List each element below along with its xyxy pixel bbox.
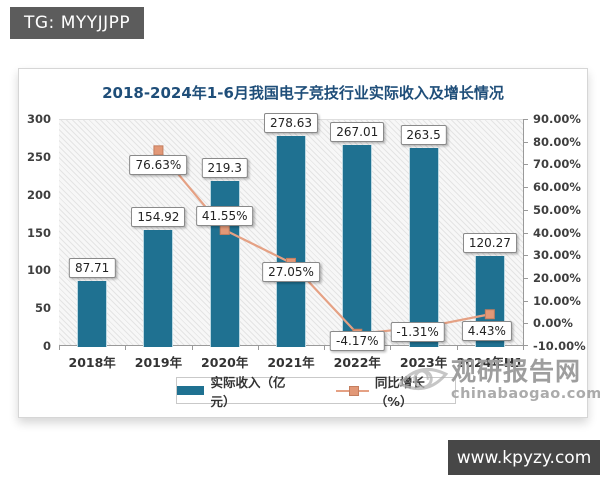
- tg-badge: TG: MYYJJPP: [10, 7, 145, 39]
- legend-growth-label: 同比增长（%）: [374, 374, 425, 409]
- right-axis-tick: 80.00%: [533, 134, 581, 149]
- growth-value-label: -1.31%: [390, 322, 445, 343]
- bar-value-label: 120.27: [462, 232, 517, 253]
- right-axis-tick: 50.00%: [533, 202, 581, 217]
- chart-panel: 2018-2024年1-6月我国电子竞技行业实际收入及增长情况 300 250 20…: [18, 68, 600, 418]
- x-axis-tickmark: [191, 346, 193, 350]
- x-axis-labels: 2018年 2019年 2020年 2021年 2022年 2023年 2024年H1: [59, 352, 523, 370]
- right-axis-tickmark: [524, 300, 528, 302]
- watermark-site-domain: chinabaogao.com: [451, 386, 600, 402]
- growth-line: [153, 145, 495, 339]
- right-axis-tick: -10.00%: [533, 339, 586, 353]
- growth-value-label: 41.55%: [195, 205, 254, 226]
- chart-title: 2018-2024年1-6月我国电子竞技行业实际收入及增长情况: [102, 84, 504, 102]
- bar-value-label: 219.3: [201, 158, 248, 179]
- x-axis-category-label: 2022年: [333, 355, 381, 370]
- right-axis-tick: 10.00%: [533, 293, 581, 308]
- bar-swatch-icon: [177, 386, 205, 395]
- right-axis-tick: 70.00%: [533, 157, 581, 172]
- left-axis-tick: 100: [26, 263, 51, 278]
- right-axis-tickmark: [524, 164, 528, 166]
- left-axis-tick: 50: [34, 301, 51, 316]
- x-axis-category-label: 2023年: [399, 355, 448, 370]
- line-swatch-icon: [335, 385, 369, 396]
- growth-value-label: 4.43%: [461, 321, 512, 342]
- legend-revenue-label: 实际收入（亿元）: [210, 374, 286, 409]
- line-swatch-marker: [348, 385, 359, 396]
- left-axis-tick: 150: [26, 225, 51, 240]
- right-axis-tickmark: [524, 187, 528, 189]
- right-axis-tickmark: [524, 232, 528, 234]
- right-axis-tick: 30.00%: [533, 248, 581, 263]
- bar-value-label: 87.71: [68, 257, 116, 278]
- left-axis-tick: 0: [42, 339, 51, 353]
- x-axis-category-label: 2018年: [68, 355, 116, 370]
- growth-value-label: 76.63%: [129, 155, 188, 176]
- x-axis-category-label: 2020年: [201, 355, 249, 370]
- bar-value-label: 267.01: [330, 121, 385, 142]
- right-axis-tickmark: [524, 345, 528, 346]
- right-axis-tick: 90.00%: [533, 112, 581, 126]
- right-axis-tick: 40.00%: [533, 225, 581, 240]
- x-axis-tickmark: [59, 346, 60, 350]
- bar-2022年: [342, 144, 373, 347]
- left-axis-tick: 200: [26, 187, 51, 202]
- right-axis-tickmark: [524, 255, 528, 257]
- growth-line-marker: [153, 145, 164, 156]
- x-axis-tickmark: [324, 346, 326, 350]
- x-axis-category-label: 2021年: [267, 355, 315, 370]
- growth-line-marker: [484, 309, 495, 320]
- right-axis-tick: 0.00%: [533, 316, 573, 331]
- left-axis-tick: 250: [26, 149, 51, 164]
- right-axis-tickmark: [524, 141, 528, 143]
- right-axis-tickmark: [524, 119, 528, 120]
- x-axis-category-label: 2024年H1: [456, 355, 524, 370]
- legend-item-growth: 同比增长（%）: [335, 372, 455, 410]
- bar-2019年: [143, 229, 174, 347]
- left-axis: 300 250 200 150 100 50 0: [19, 112, 53, 353]
- x-axis-category-label: 2019年: [134, 355, 183, 370]
- growth-value-label: 27.05%: [262, 261, 320, 282]
- legend-item-revenue: 实际收入（亿元）: [177, 372, 302, 410]
- website-badge: www.kpyzy.com: [448, 440, 600, 475]
- bar-2018年: [77, 280, 108, 347]
- left-axis-tick: 300: [26, 112, 51, 126]
- x-axis-tickmark: [390, 346, 392, 350]
- growth-line-marker: [219, 224, 230, 235]
- plot-area: 87.71 154.92 219.3 278.63 267.01 263.5 120.27 7…: [59, 113, 524, 351]
- right-axis-tick: 20.00%: [533, 270, 581, 285]
- growth-value-label: -4.17%: [330, 330, 385, 351]
- right-axis: 90.00% 80.00% 70.00% 60.00% 50.00% 40.00% 30.0…: [523, 112, 587, 353]
- bar-value-label: 154.92: [131, 206, 186, 227]
- right-axis-tickmark: [524, 277, 528, 279]
- website-badge-label: www.kpyzy.com: [456, 447, 592, 468]
- x-axis-tickmark: [456, 346, 458, 350]
- bar-2021年: [276, 136, 306, 347]
- tg-badge-label: TG: MYYJJPP: [24, 13, 131, 33]
- right-axis-tickmark: [524, 323, 528, 325]
- x-axis-tickmark: [257, 346, 259, 350]
- legend: 实际收入（亿元） 同比增长（%）: [176, 375, 456, 409]
- x-axis-tickmark: [523, 346, 524, 350]
- x-axis-tickmark: [125, 346, 127, 350]
- right-axis-tick: 60.00%: [533, 180, 581, 195]
- bar-value-label: 278.63: [264, 113, 318, 134]
- right-axis-tickmark: [524, 209, 528, 211]
- bar-value-label: 263.5: [400, 124, 447, 145]
- bar-2023年: [408, 147, 439, 347]
